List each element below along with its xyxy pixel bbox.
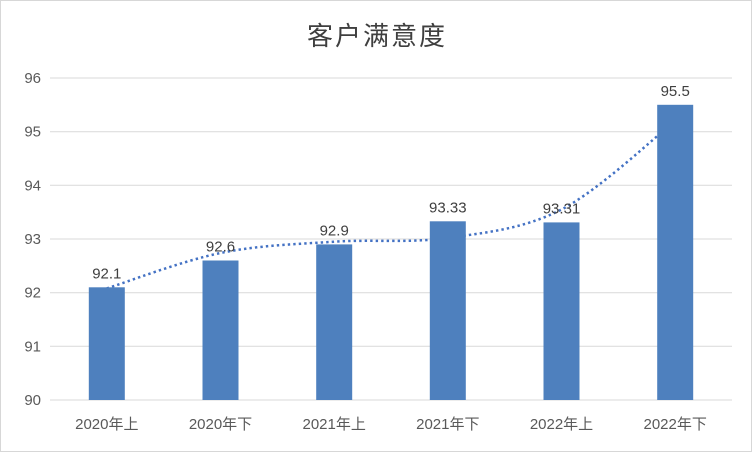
bar (429, 221, 466, 400)
bar-data-label: 92.9 (320, 222, 349, 239)
bar (202, 260, 239, 400)
y-tick-label: 91 (24, 338, 41, 355)
bar-data-label: 95.5 (661, 83, 690, 100)
y-tick-label: 92 (24, 285, 41, 302)
y-tick-label: 94 (24, 177, 41, 194)
trendline (106, 119, 676, 290)
bar-data-label: 92.1 (92, 265, 121, 282)
x-tick-label: 2020年下 (189, 416, 252, 433)
bar-data-label: 93.31 (543, 200, 581, 217)
y-tick-label: 95 (24, 124, 41, 141)
bar (88, 287, 125, 400)
bar-data-label: 93.33 (429, 199, 467, 216)
bar (316, 244, 353, 400)
bar (657, 104, 694, 401)
x-tick-label: 2020年上 (75, 416, 138, 433)
bar-data-label: 92.6 (206, 239, 235, 256)
y-tick-label: 96 (24, 70, 41, 87)
chart-title: 客户满意度 (306, 22, 447, 52)
x-tick-label: 2022年下 (644, 416, 707, 433)
x-tick-label: 2022年上 (530, 416, 593, 433)
x-tick-label: 2021年下 (416, 416, 479, 433)
x-tick-label: 2021年上 (303, 416, 366, 433)
y-tick-label: 90 (24, 392, 41, 409)
y-tick-label: 93 (24, 231, 41, 248)
bar (543, 222, 580, 400)
